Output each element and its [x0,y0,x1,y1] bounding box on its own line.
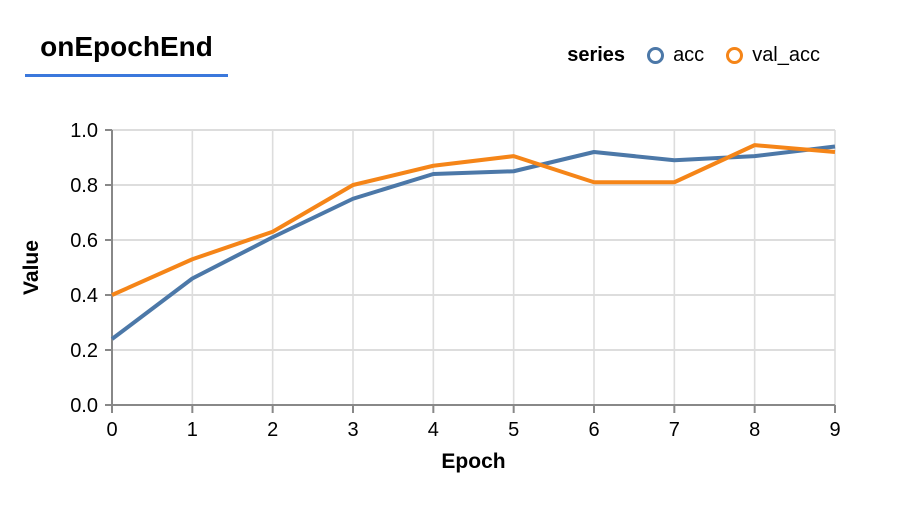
legend-item-label-acc: acc [673,44,705,66]
x-tick-label: 3 [347,419,358,441]
y-tick-label: 0.6 [70,230,98,252]
series-line-acc [110,144,836,341]
legend-item-acc: acc [647,44,704,67]
val-acc-series-marker-icon [726,47,744,64]
legend-item-val-acc: val_acc [726,44,820,67]
x-tick-label: 0 [106,419,117,441]
page-title-underline: onEpochEnd [25,32,228,77]
y-tick-label: 0.2 [70,340,98,362]
x-tick-label: 5 [508,419,519,441]
y-tick-label: 0.4 [70,285,98,307]
x-tick-label: 4 [428,419,439,441]
page-title: onEpochEnd [40,31,213,62]
x-tick-label: 1 [187,419,198,441]
series-line-val-acc [111,143,836,297]
acc-series-marker-icon [647,47,665,64]
x-tick-label: 2 [267,419,278,441]
x-tick-label: 7 [669,419,680,441]
x-tick-label: 8 [749,419,760,441]
y-tick-label: 1.0 [70,120,98,142]
legend-item-label-val-acc: val_acc [752,44,820,66]
chart-legend: series acc val_acc [567,44,820,67]
x-tick-label: 6 [588,419,599,441]
x-axis-title: Epoch [441,450,505,473]
y-tick-label: 0.0 [70,395,98,417]
y-tick-label: 0.8 [70,175,98,197]
y-axis-title: Value [20,240,43,295]
legend-title: series [567,44,626,66]
x-tick-label: 9 [829,419,840,441]
